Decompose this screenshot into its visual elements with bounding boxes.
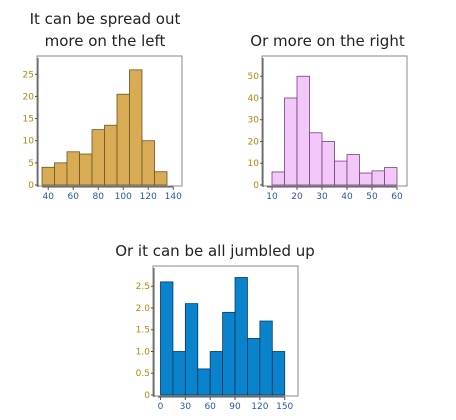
histogram-bar (234, 277, 248, 396)
histogram-bar (334, 160, 348, 186)
x-tick-label: 30 (180, 402, 192, 412)
histogram-bar (104, 124, 118, 186)
histogram-bar (184, 303, 199, 396)
histogram-bar (371, 170, 385, 186)
y-tick-label: 30 (248, 116, 260, 126)
y-tick-label: 0 (28, 181, 34, 191)
y-tick-label: 15 (23, 115, 34, 125)
x-tick-label: 90 (229, 402, 241, 412)
x-tick-label: 120 (251, 402, 268, 412)
x-tick-label: 150 (276, 402, 293, 412)
histogram-bar (154, 171, 168, 186)
x-tick-label: 60 (204, 402, 216, 412)
caption-bottom: Or it can be all jumbled up (115, 242, 315, 260)
x-tick-label: 10 (266, 192, 278, 202)
x-tick-label: 20 (291, 192, 303, 202)
x-tick-label: 120 (140, 192, 157, 202)
histogram-bar (91, 129, 105, 186)
y-tick-label: 0 (253, 181, 259, 191)
histogram-bar (209, 351, 224, 396)
y-tick-label: 20 (23, 92, 35, 102)
histogram-bar (172, 351, 186, 396)
histogram-bar (41, 166, 55, 186)
x-tick-label: 40 (341, 192, 353, 202)
x-tick-label: 30 (316, 192, 328, 202)
histogram-bar (160, 281, 174, 396)
y-tick-label: 1.5 (136, 326, 150, 336)
y-tick-label: 2.5 (136, 282, 150, 292)
histogram-bar (222, 311, 236, 396)
y-tick-label: 0.5 (136, 369, 150, 379)
y-tick-label: 1.0 (136, 347, 151, 357)
histogram-bar (284, 97, 298, 186)
x-tick-label: 100 (115, 192, 132, 202)
histogram-bar (197, 368, 211, 396)
histogram-bar (116, 93, 130, 186)
histogram-bar (271, 171, 285, 186)
y-tick-label: 10 (23, 137, 35, 147)
histogram-bar (247, 338, 261, 396)
histogram-bar (79, 153, 93, 186)
x-tick-label: 60 (68, 192, 80, 202)
y-tick-label: 2.0 (136, 304, 151, 314)
y-tick-label: 20 (248, 137, 260, 147)
histogram-bar (66, 151, 80, 186)
y-tick-label: 10 (248, 159, 260, 169)
histogram-bar (359, 172, 373, 186)
caption-left-line1: It can be spread out (29, 10, 181, 28)
caption-right: Or more on the right (250, 32, 405, 50)
y-tick-label: 40 (248, 94, 260, 104)
x-tick-label: 80 (93, 192, 105, 202)
histogram-bar (129, 69, 143, 186)
histogram-bar (321, 141, 335, 186)
y-tick-label: 5 (28, 159, 34, 169)
caption-left-line2: more on the left (44, 32, 166, 50)
histogram-bar (296, 75, 310, 186)
histogram-bar (141, 140, 155, 186)
y-tick-label: 0 (144, 391, 150, 401)
histogram-bar (309, 132, 323, 186)
histogram-bar (54, 162, 68, 186)
x-tick-label: 50 (366, 192, 378, 202)
histogram-bar (259, 320, 273, 396)
x-tick-label: 0 (158, 402, 164, 412)
y-tick-label: 25 (23, 70, 34, 80)
histogram-bar (346, 154, 360, 186)
histogram-bar (384, 167, 398, 186)
histogram-bar (271, 351, 286, 396)
x-tick-label: 60 (391, 192, 403, 202)
x-tick-label: 140 (165, 192, 182, 202)
y-tick-label: 50 (248, 72, 260, 82)
x-tick-label: 40 (43, 192, 55, 202)
